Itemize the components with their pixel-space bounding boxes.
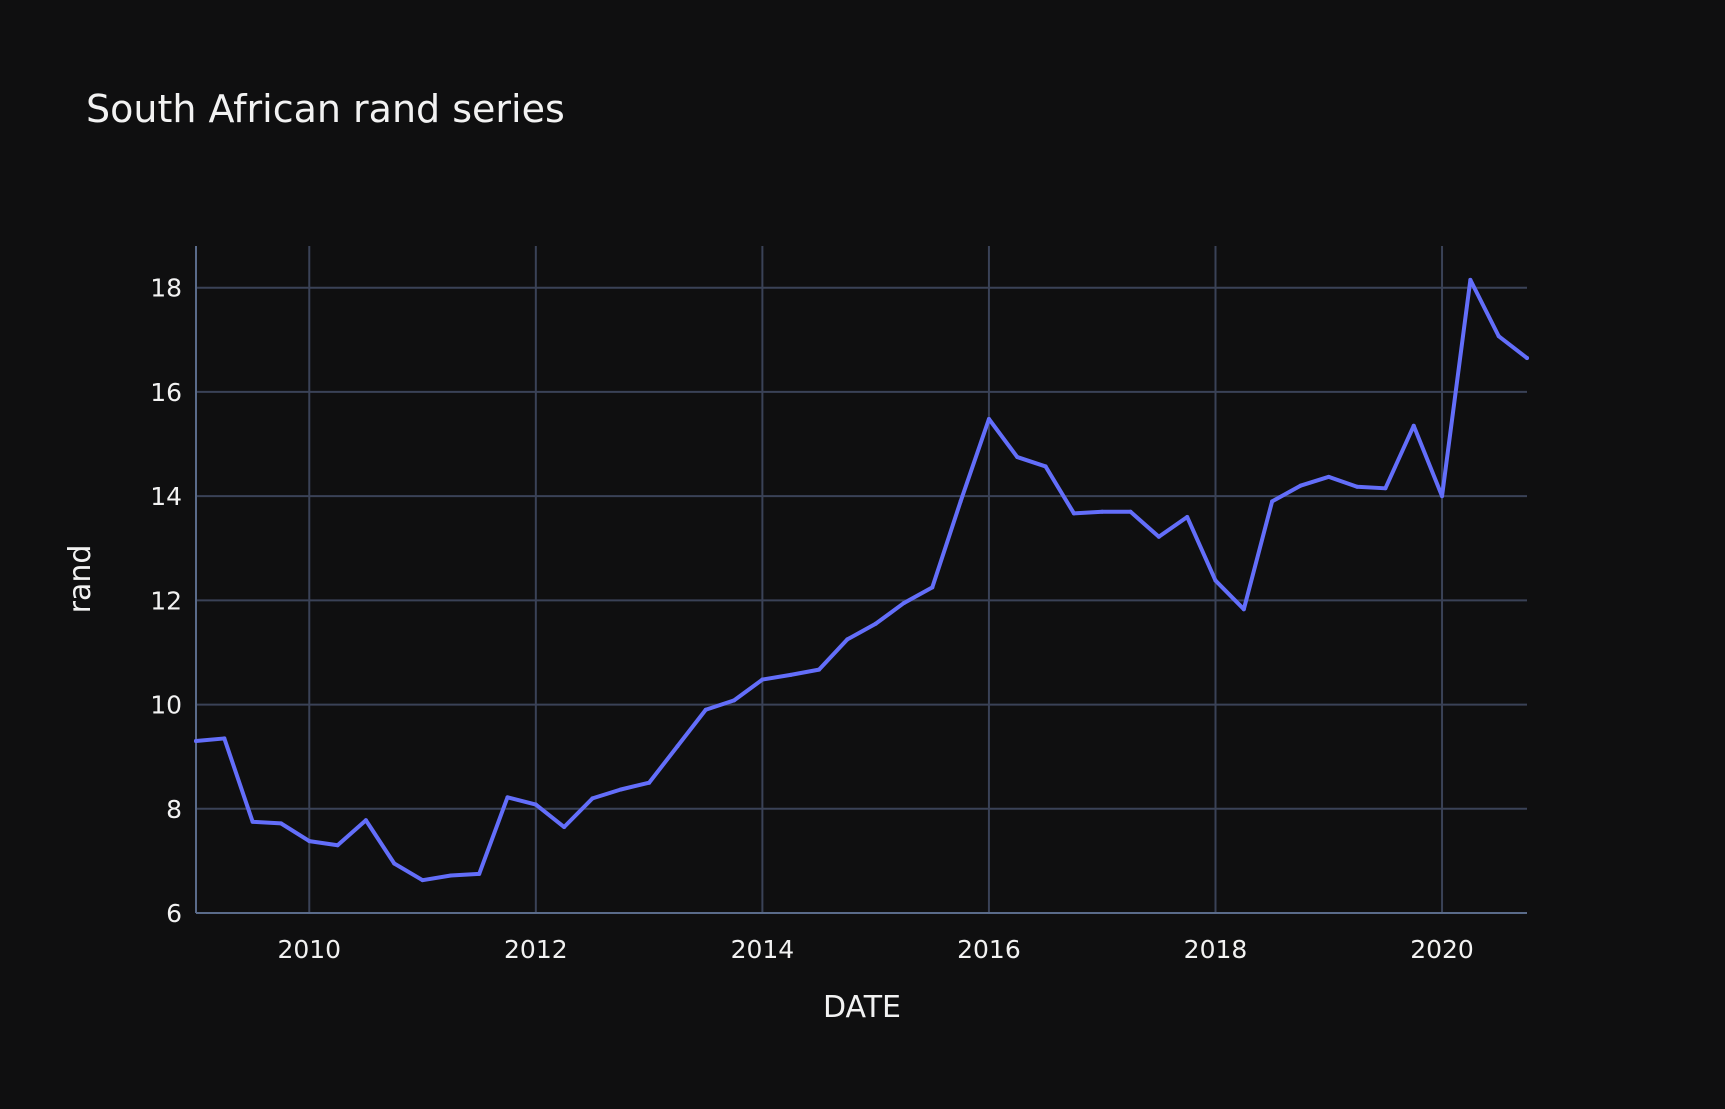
data-point[interactable] bbox=[1072, 511, 1076, 515]
data-point[interactable] bbox=[1440, 494, 1444, 498]
x-tick-label: 2012 bbox=[504, 935, 568, 964]
axes bbox=[196, 246, 1527, 913]
data-point[interactable] bbox=[1412, 424, 1416, 428]
data-point[interactable] bbox=[930, 585, 934, 589]
y-tick-label: 12 bbox=[150, 586, 182, 615]
data-point[interactable] bbox=[1129, 510, 1133, 514]
data-point[interactable] bbox=[1185, 515, 1189, 519]
data-points bbox=[194, 278, 1529, 882]
data-point[interactable] bbox=[647, 781, 651, 785]
data-point[interactable] bbox=[279, 821, 283, 825]
data-point[interactable] bbox=[421, 878, 425, 882]
data-point[interactable] bbox=[194, 739, 198, 743]
data-point[interactable] bbox=[902, 601, 906, 605]
data-point[interactable] bbox=[704, 708, 708, 712]
y-tick-label: 14 bbox=[150, 482, 182, 511]
x-axis-title: DATE bbox=[823, 990, 901, 1025]
data-point[interactable] bbox=[562, 825, 566, 829]
data-point[interactable] bbox=[732, 698, 736, 702]
tick-labels: 6 8 10 12 14 16 18 2010 2012 2014 2016 2018 2020 bbox=[150, 274, 1474, 964]
x-tick-label: 2020 bbox=[1410, 935, 1474, 964]
data-point[interactable] bbox=[817, 668, 821, 672]
y-tick-label: 18 bbox=[150, 274, 182, 303]
y-axis-title: rand bbox=[63, 545, 98, 614]
series-layer bbox=[196, 280, 1527, 880]
data-point[interactable] bbox=[619, 788, 623, 792]
data-point[interactable] bbox=[1213, 579, 1217, 583]
chart-title: South African rand series bbox=[86, 87, 565, 131]
data-point[interactable] bbox=[506, 795, 510, 799]
data-point[interactable] bbox=[392, 862, 396, 866]
x-tick-label: 2016 bbox=[957, 935, 1021, 964]
y-tick-label: 16 bbox=[150, 378, 182, 407]
data-point[interactable] bbox=[1497, 334, 1501, 338]
data-point[interactable] bbox=[789, 673, 793, 677]
data-point[interactable] bbox=[1100, 510, 1104, 514]
data-point[interactable] bbox=[1157, 535, 1161, 539]
data-point[interactable] bbox=[1298, 484, 1302, 488]
data-point[interactable] bbox=[251, 820, 255, 824]
data-point[interactable] bbox=[959, 499, 963, 503]
data-point[interactable] bbox=[1015, 455, 1019, 459]
data-point[interactable] bbox=[477, 872, 481, 876]
data-point[interactable] bbox=[307, 839, 311, 843]
y-tick-label: 6 bbox=[166, 899, 182, 928]
data-point[interactable] bbox=[1525, 356, 1529, 360]
data-point[interactable] bbox=[1044, 464, 1048, 468]
data-point[interactable] bbox=[760, 678, 764, 682]
y-tick-label: 8 bbox=[166, 795, 182, 824]
data-point[interactable] bbox=[364, 818, 368, 822]
data-point[interactable] bbox=[845, 637, 849, 641]
data-point[interactable] bbox=[1468, 278, 1472, 282]
y-tick-label: 10 bbox=[150, 691, 182, 720]
data-point[interactable] bbox=[1383, 486, 1387, 490]
data-point[interactable] bbox=[1327, 475, 1331, 479]
data-point[interactable] bbox=[222, 736, 226, 740]
data-point[interactable] bbox=[590, 796, 594, 800]
data-point[interactable] bbox=[449, 873, 453, 877]
data-point[interactable] bbox=[1242, 607, 1246, 611]
series-line-rand bbox=[196, 280, 1527, 880]
data-point[interactable] bbox=[1270, 499, 1274, 503]
gridlines bbox=[196, 246, 1527, 913]
data-point[interactable] bbox=[874, 622, 878, 626]
data-point[interactable] bbox=[987, 417, 991, 421]
x-tick-label: 2018 bbox=[1184, 935, 1248, 964]
x-tick-label: 2014 bbox=[731, 935, 795, 964]
data-point[interactable] bbox=[534, 803, 538, 807]
data-point[interactable] bbox=[1355, 485, 1359, 489]
data-point[interactable] bbox=[675, 744, 679, 748]
data-point[interactable] bbox=[336, 843, 340, 847]
x-tick-label: 2010 bbox=[277, 935, 341, 964]
